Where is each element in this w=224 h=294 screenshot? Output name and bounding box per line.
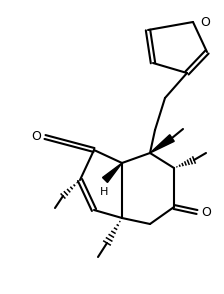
Text: H: H [100, 187, 108, 197]
Polygon shape [150, 135, 174, 153]
Text: O: O [200, 16, 210, 29]
Text: O: O [201, 206, 211, 218]
Polygon shape [103, 163, 122, 183]
Text: O: O [31, 131, 41, 143]
